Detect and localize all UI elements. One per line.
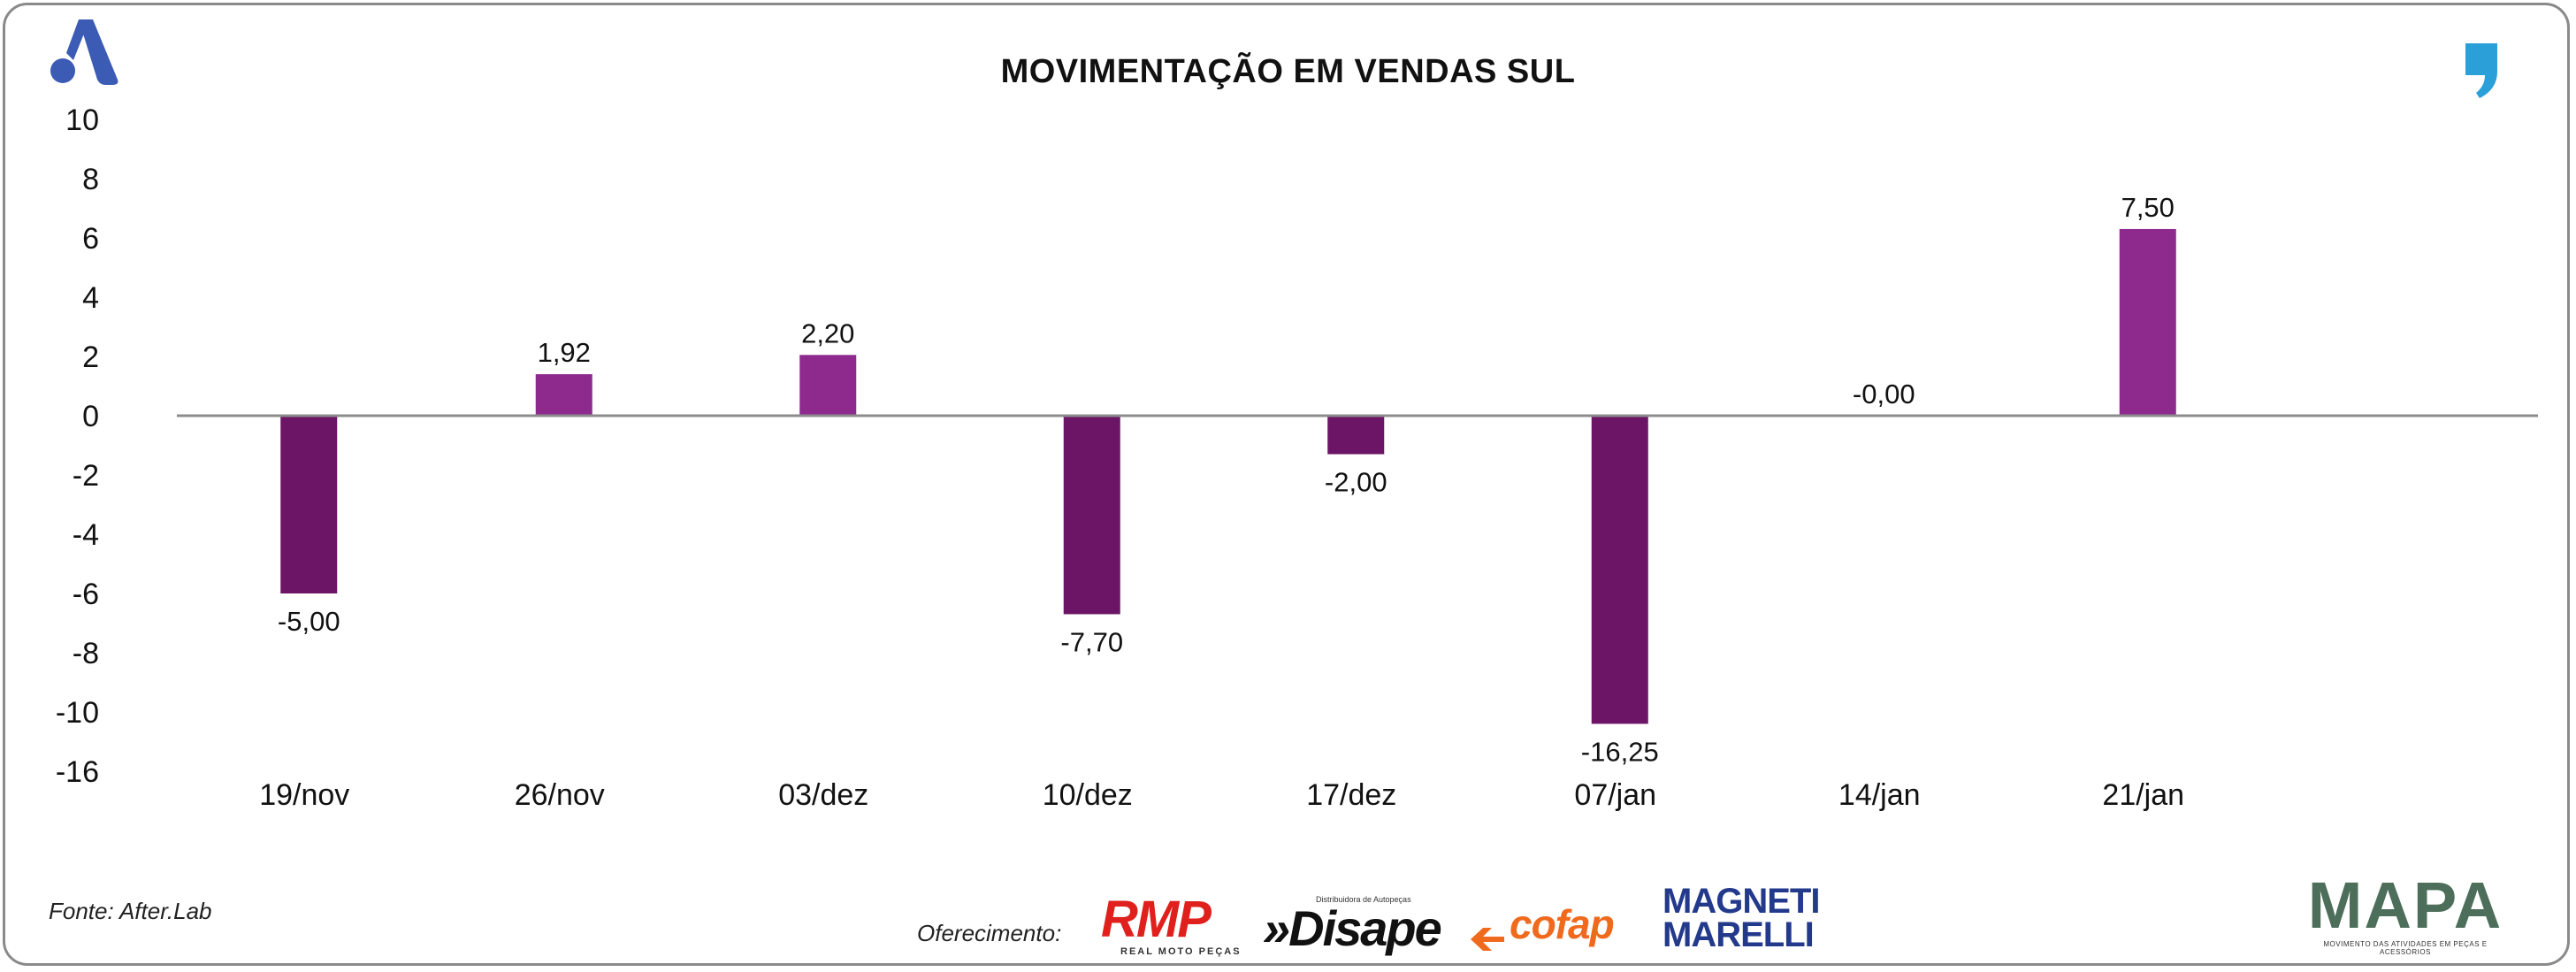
y-tick-label: -6 xyxy=(73,578,99,611)
cofap-logo-mark: cofap xyxy=(1471,900,1647,951)
data-label: -7,70 xyxy=(1060,626,1123,657)
magneti-marelli-logo: MAGNETI MARELLI xyxy=(1663,882,1820,954)
magneti-logo-line2: MARELLI xyxy=(1663,915,1815,954)
data-label: 7,50 xyxy=(2121,192,2175,223)
y-tick-label: 8 xyxy=(82,163,99,196)
data-label: -2,00 xyxy=(1325,467,1387,498)
cofap-logo: cofap xyxy=(1471,900,1647,951)
source-note: Fonte: After.Lab xyxy=(49,898,212,924)
data-label: 2,20 xyxy=(801,318,854,348)
x-tick-label: 19/nov xyxy=(259,778,349,812)
x-tick-label: 10/dez xyxy=(1043,778,1133,812)
brand-a-logo-icon xyxy=(50,19,118,85)
mapa-logo-subtitle: MOVIMENTO DAS ATIVIDADES EM PEÇAS E ACES… xyxy=(2323,940,2488,956)
y-tick-label: 4 xyxy=(82,281,99,315)
chart-frame xyxy=(3,3,2570,966)
rmp-logo: RMP REAL MOTO PEÇAS xyxy=(1101,891,1242,958)
data-label: -0,00 xyxy=(1853,379,1915,409)
data-label: -16,25 xyxy=(1581,736,1659,767)
bar-07/jan xyxy=(1591,416,1648,724)
rmp-logo-mark: RMP xyxy=(1101,891,1212,948)
bar-26/nov xyxy=(535,374,592,416)
cofap-logo-icon xyxy=(1471,915,1506,951)
x-tick-label: 17/dez xyxy=(1306,778,1396,812)
data-label: 1,92 xyxy=(538,337,591,368)
x-tick-label: 21/jan xyxy=(2102,778,2184,812)
y-tick-label: 6 xyxy=(82,222,99,256)
disape-logo-mark: »Disape xyxy=(1263,900,1442,956)
bar-03/dez xyxy=(799,355,857,416)
bar-10/dez xyxy=(1063,416,1120,615)
disape-logo: Distribuidora de Autopeças »Disape xyxy=(1263,895,1444,953)
y-tick-label: -10 xyxy=(56,696,99,730)
bar-17/dez xyxy=(1327,416,1385,455)
x-tick-label: 07/jan xyxy=(1574,778,1656,812)
chart-title: MOVIMENTAÇÃO EM VENDAS SUL xyxy=(1000,53,1576,90)
y-tick-label: -2 xyxy=(73,459,99,493)
y-tick-label: -8 xyxy=(73,637,99,670)
mapa-logo: MAPA MOVIMENTO DAS ATIVIDADES EM PEÇAS E… xyxy=(2304,869,2507,957)
comma-logo-icon xyxy=(2465,43,2497,98)
mapa-logo-mark: MAPA xyxy=(2307,869,2503,942)
data-label: -5,00 xyxy=(278,606,340,637)
bar-21/jan xyxy=(2119,228,2176,416)
x-tick-label: 26/nov xyxy=(515,778,605,812)
y-tick-label: -4 xyxy=(73,518,99,552)
bar-19/nov xyxy=(280,416,338,593)
y-tick-label: 10 xyxy=(65,103,99,137)
x-tick-label: 14/jan xyxy=(1838,778,1921,812)
disape-logo-subtitle: Distribuidora de Autopeças xyxy=(1316,895,1411,904)
rmp-logo-subtitle: REAL MOTO PEÇAS xyxy=(1120,946,1242,957)
y-tick-label: -16 xyxy=(56,755,99,789)
y-tick-label: 0 xyxy=(82,400,99,433)
x-tick-label: 03/dez xyxy=(778,778,868,812)
y-tick-label: 2 xyxy=(82,341,99,374)
magneti-logo-line1: MAGNETI xyxy=(1663,882,1820,921)
sponsor-label: Oferecimento: xyxy=(917,920,1062,946)
